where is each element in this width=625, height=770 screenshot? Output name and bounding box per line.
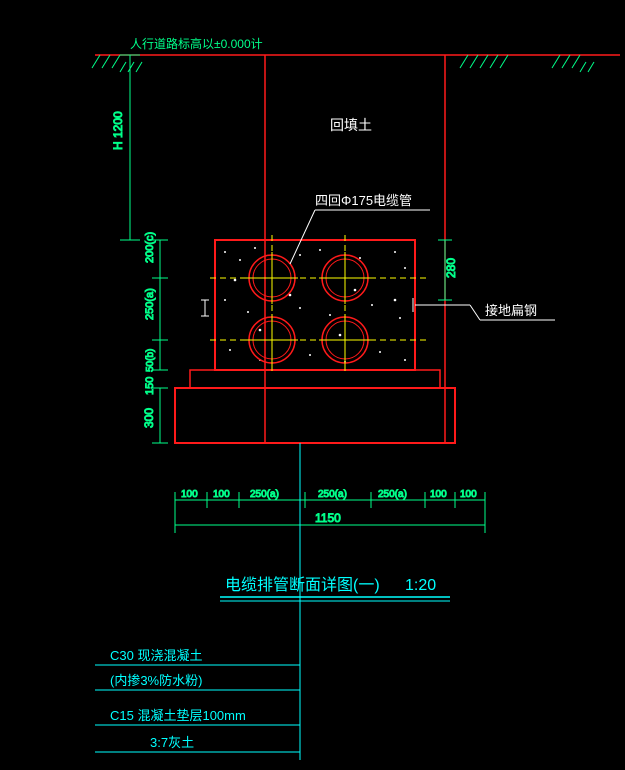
backfill-label: 回填土 [330, 117, 372, 133]
groundbar-callout: 接地扁钢 [413, 298, 555, 320]
dim-h-100c: 100 [430, 489, 447, 500]
dim-250a-v: 250(a) [144, 288, 156, 320]
groundbar-label: 接地扁钢 [485, 303, 537, 318]
dim-50b: 50(b) [145, 349, 156, 372]
drawing-title: 电缆排管断面详图(一) 1:20 [220, 576, 450, 601]
dim-h-100a: 100 [181, 489, 198, 500]
dim-150: 150 [144, 377, 156, 395]
drawing-canvas: 人行道路标高以±0.000计 回填土 [0, 0, 625, 770]
ground-ref-label: 人行道路标高以±0.000计 [130, 36, 263, 51]
concrete-encasement [215, 240, 415, 370]
dim-200c: 200(c) [144, 232, 156, 263]
cable-pipes [210, 235, 430, 375]
dim-h-250b: 250(a) [318, 489, 347, 500]
note-c15: C15 混凝土垫层100mm [110, 708, 246, 723]
dim-h-250c: 250(a) [378, 489, 407, 500]
title-scale: 1:20 [405, 577, 436, 594]
dim-300: 300 [142, 408, 156, 428]
pipe-label: 四回Φ175电缆管 [315, 193, 412, 208]
dim-right: 280 [438, 240, 458, 300]
base-slab [175, 388, 455, 443]
note-waterproof: (内掺3%防水粉) [110, 673, 202, 688]
dim-h-250a: 250(a) [250, 489, 279, 500]
note-limesoil: 3:7灰土 [150, 735, 194, 750]
section-marker [201, 300, 209, 316]
dim-280: 280 [444, 258, 458, 278]
title-text: 电缆排管断面详图(一) [225, 576, 380, 594]
dim-h-100b: 100 [213, 489, 230, 500]
thin-bedding [190, 370, 440, 388]
ground-line [92, 55, 620, 72]
dim-h-100d: 100 [460, 489, 477, 500]
dim-h1200: H 1200 [111, 111, 125, 150]
dim-bottom: 100 100 250(a) 250(a) 250(a) 100 100 115… [175, 489, 485, 533]
pipe-callout: 四回Φ175电缆管 [290, 193, 430, 264]
note-c30: C30 现浇混凝土 [110, 648, 202, 663]
dim-left: H 1200 200(c) 250(a) 150 50(b) 300 [111, 55, 168, 443]
dim-h-total: 1150 [315, 511, 341, 525]
trench [265, 55, 445, 443]
